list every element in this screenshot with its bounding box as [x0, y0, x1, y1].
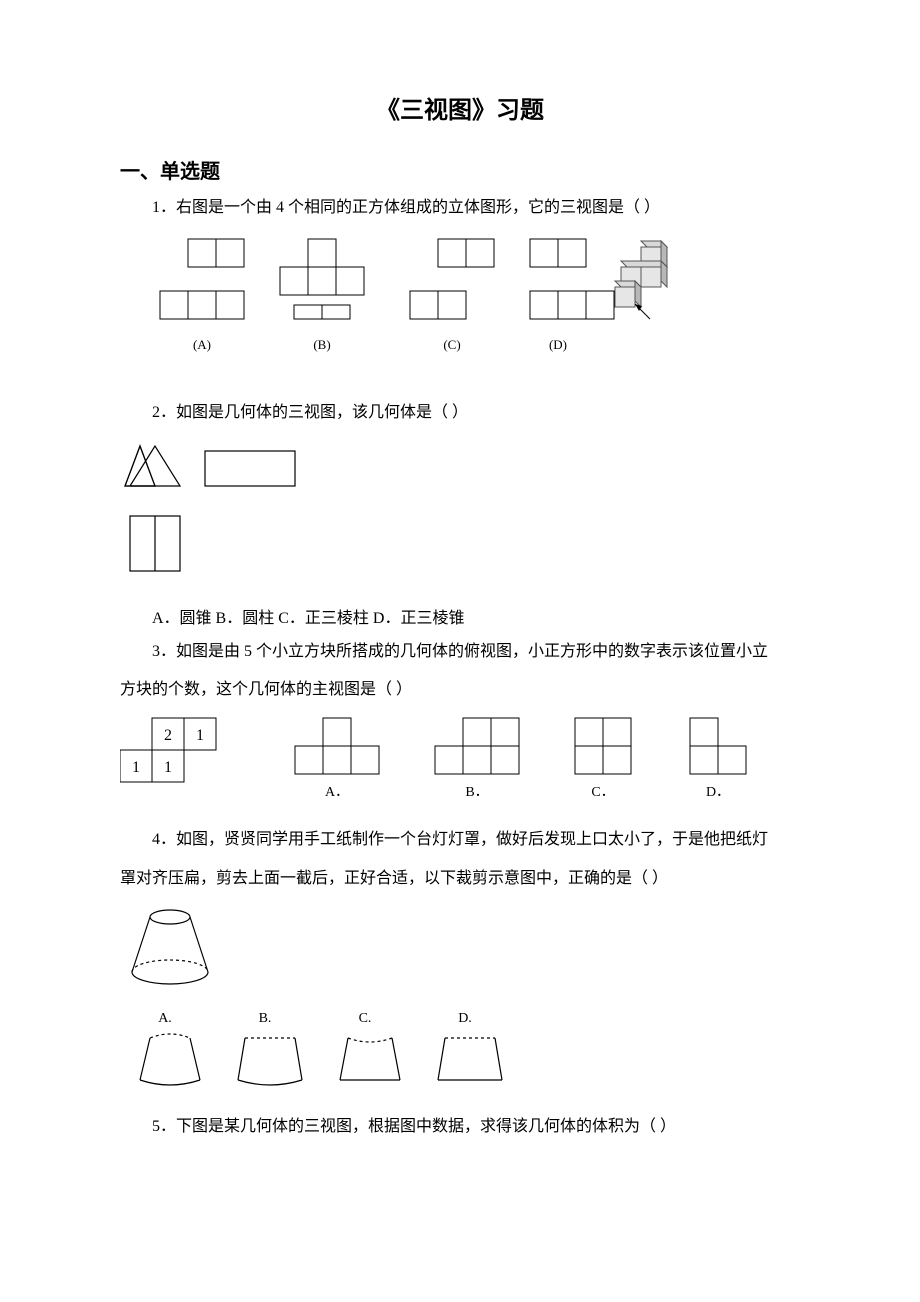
svg-text:(C): (C) [443, 337, 460, 352]
svg-text:B．: B． [465, 785, 488, 800]
doc-title: 《三视图》习题 [120, 90, 800, 125]
q1-solid-icon [615, 241, 667, 319]
svg-text:C．: C． [591, 785, 614, 800]
svg-text:D．: D． [706, 785, 730, 800]
svg-text:1: 1 [196, 727, 204, 744]
question-1: 1．右图是一个由 4 个相同的正方体组成的立体图形，它的三视图是（ ） [120, 194, 800, 223]
svg-text:2: 2 [164, 727, 172, 744]
svg-text:(D): (D) [549, 337, 567, 352]
svg-text:C.: C. [359, 1011, 372, 1026]
q1-figures: (A) (B) [120, 231, 800, 381]
svg-text:B.: B. [259, 1011, 272, 1026]
q1-svg: (A) (B) [120, 231, 680, 381]
svg-text:1: 1 [132, 759, 140, 776]
q4-shade-svg [120, 902, 240, 992]
question-5: 5．下图是某几何体的三视图，根据图中数据，求得该几何体的体积为（ ） [120, 1113, 800, 1142]
question-3a: 3．如图是由 5 个小立方块所搭成的几何体的俯视图，小正方形中的数字表示该位置小… [120, 638, 800, 667]
q4-lampshade [120, 902, 800, 992]
svg-text:1: 1 [164, 759, 172, 776]
svg-text:A．: A． [325, 785, 349, 800]
q2-svg [120, 436, 360, 586]
q4-options: A. B. C. [120, 1010, 800, 1095]
q2-options: A．圆锥 B．圆柱 C．正三棱柱 D．正三棱锥 [120, 604, 800, 628]
page: 《三视图》习题 一、单选题 1．右图是一个由 4 个相同的正方体组成的立体图形，… [0, 0, 920, 1208]
svg-text:D.: D. [458, 1011, 472, 1026]
svg-text:A.: A. [158, 1011, 172, 1026]
question-2: 2．如图是几何体的三视图，该几何体是（ ） [120, 399, 800, 428]
q4-opts-svg: A. B. C. [120, 1010, 540, 1095]
svg-text:(B): (B) [313, 337, 330, 352]
q3-figures: 2 1 1 1 A． B． [120, 713, 800, 808]
question-4b: 罩对齐压扁，剪去上面一截后，正好合适，以下裁剪示意图中，正确的是（ ） [120, 865, 800, 894]
q2-figures [120, 436, 800, 586]
svg-text:(A): (A) [193, 337, 211, 352]
question-4a: 4．如图，贤贤同学用手工纸制作一个台灯灯罩，做好后发现上口太小了，于是他把纸灯 [120, 826, 800, 855]
question-3b: 方块的个数，这个几何体的主视图是（ ） [120, 676, 800, 705]
q3-svg: 2 1 1 1 A． B． [120, 713, 800, 808]
section-heading: 一、单选题 [120, 155, 800, 184]
